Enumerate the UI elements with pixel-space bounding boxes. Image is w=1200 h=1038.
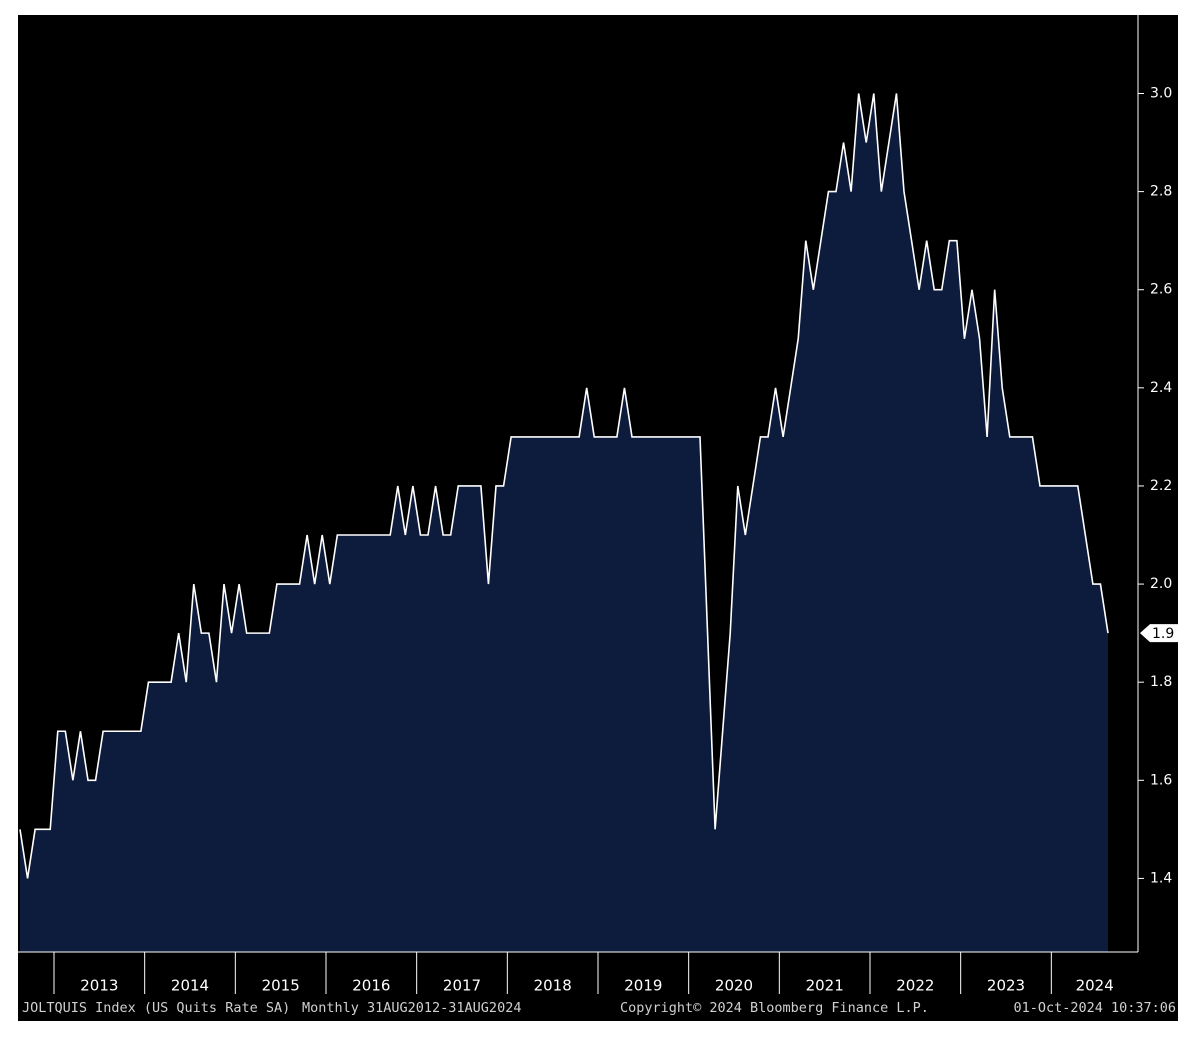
chart-title: JOLTQUIS Index (US Quits Rate SA) (22, 1000, 290, 1016)
x-tick-label: 2022 (896, 977, 934, 995)
x-tick-label: 2019 (624, 977, 662, 995)
line (19, 93, 1109, 879)
copyright: Copyright© 2024 Bloomberg Finance L.P. (620, 1000, 929, 1016)
y-tick-label: 2.4 (1150, 380, 1172, 396)
area-fill (20, 93, 1108, 953)
chart-subtitle: Monthly 31AUG2012-31AUG2024 (302, 1000, 521, 1016)
x-tick-label: 2020 (715, 977, 753, 995)
x-tick-label: 2016 (352, 977, 390, 995)
y-tick-label: 1.4 (1150, 870, 1172, 886)
y-tick-label: 2.2 (1150, 478, 1172, 494)
y-tick-label: 2.0 (1150, 576, 1172, 592)
x-tick-label: 2017 (443, 977, 481, 995)
x-tick-label: 2014 (171, 977, 209, 995)
x-tick-label: 2021 (806, 977, 844, 995)
x-tick-label: 2015 (262, 977, 300, 995)
x-tick-label: 2018 (534, 977, 572, 995)
y-tick-label: 1.8 (1150, 674, 1172, 690)
x-tick-label: 2024 (1076, 977, 1114, 995)
y-tick-label: 1.6 (1150, 772, 1172, 788)
x-tick-label: 2013 (80, 977, 118, 995)
y-tick-label: 2.8 (1150, 184, 1172, 200)
last-value-tag (1140, 624, 1178, 643)
y-tick-label: 2.6 (1150, 282, 1172, 298)
x-tick-label: 2023 (987, 977, 1025, 995)
last-value-label: 1.9 (1152, 626, 1174, 642)
y-tick-label: 3.0 (1150, 85, 1172, 101)
timestamp: 01-Oct-2024 10:37:06 (1013, 1000, 1176, 1016)
